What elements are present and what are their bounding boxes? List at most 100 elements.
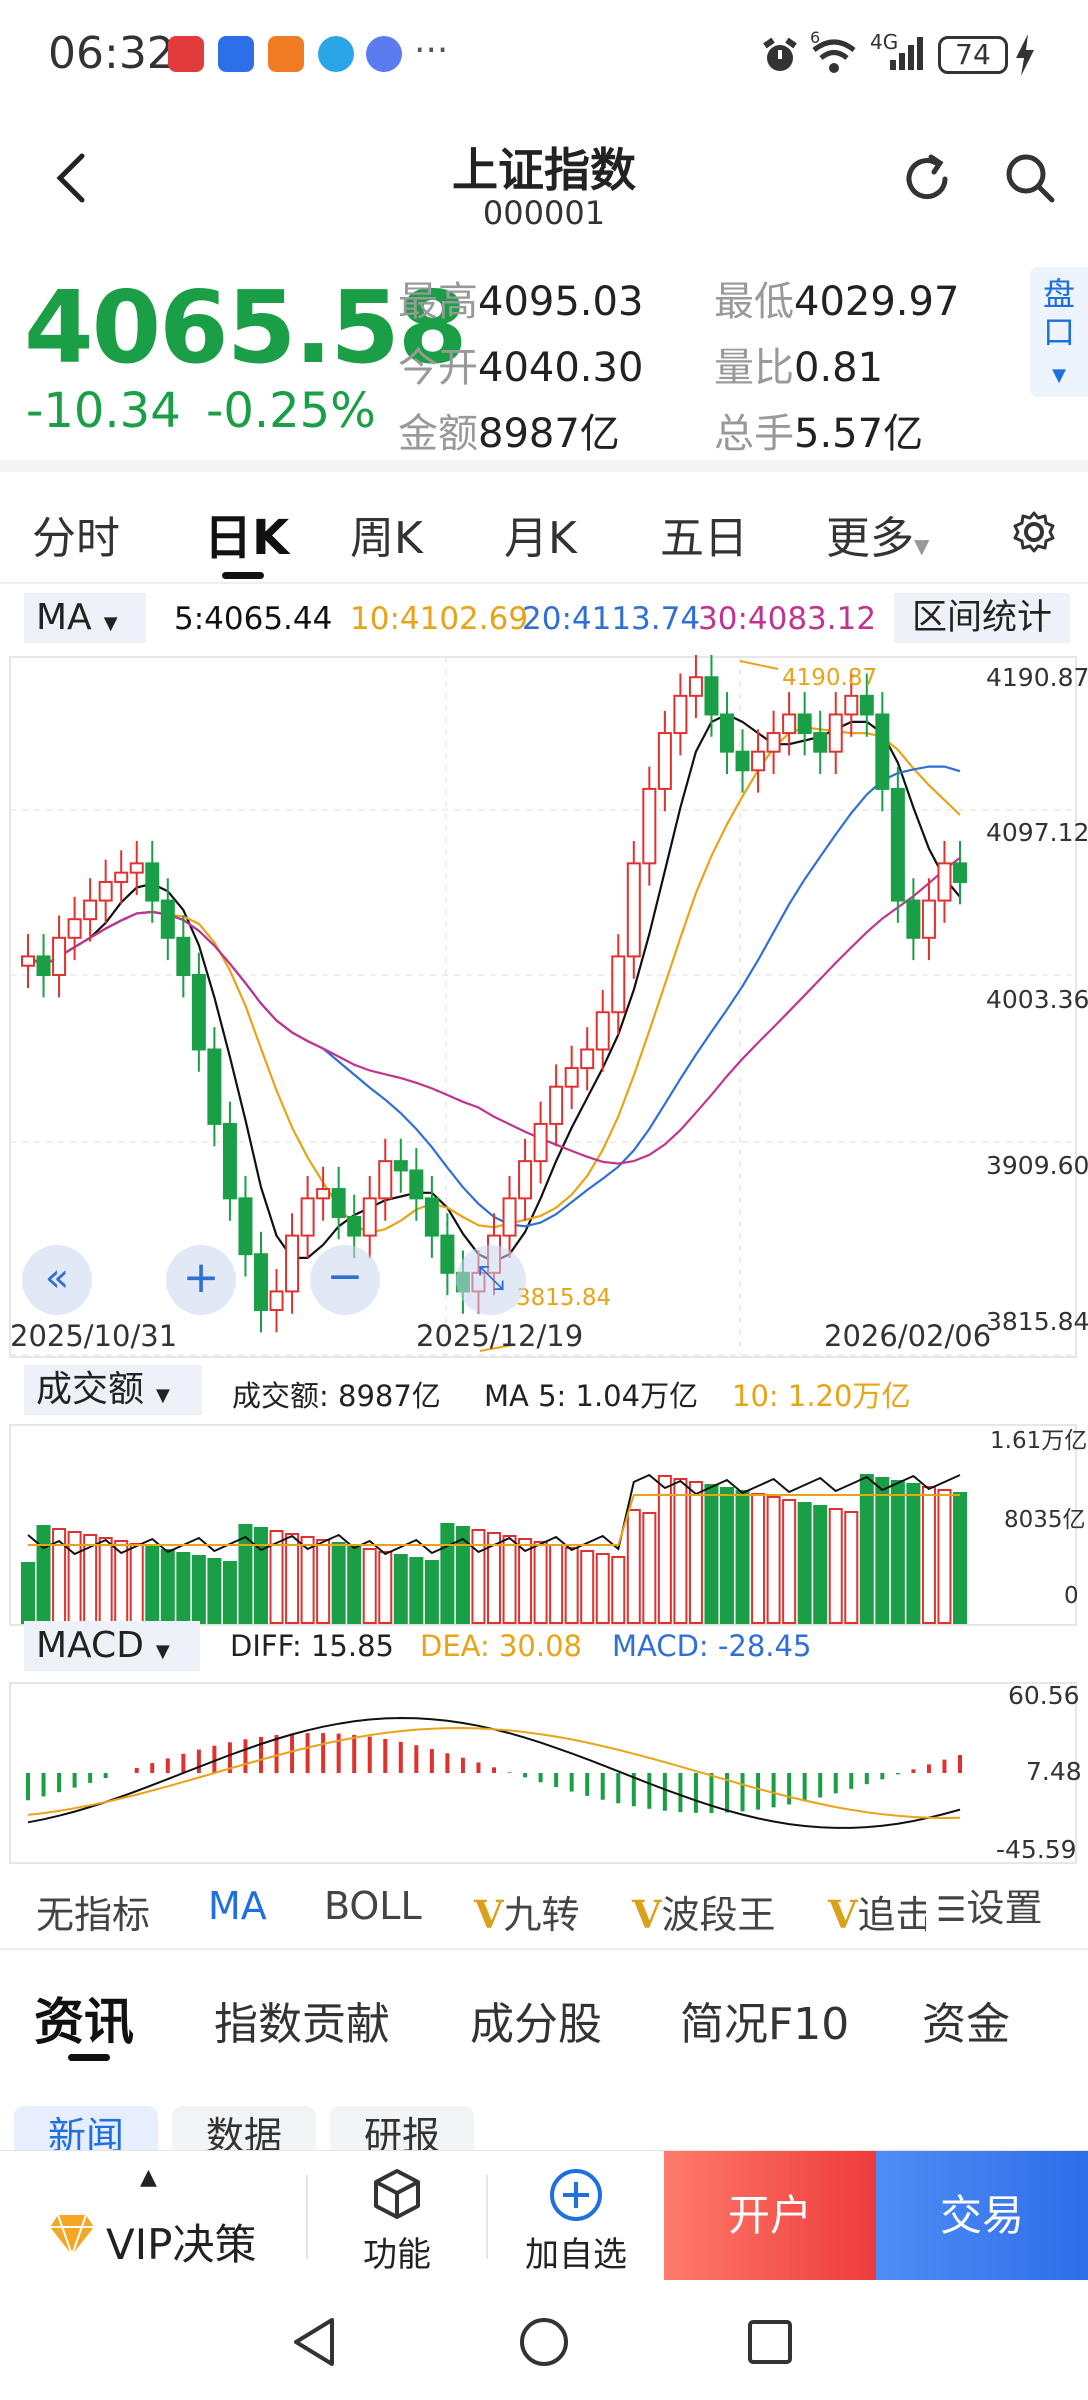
tab-fenshi[interactable]: 分时 — [32, 513, 120, 564]
volume-bar — [828, 1508, 843, 1624]
tab-five-day[interactable]: 五日 — [660, 513, 748, 564]
macd-frame — [9, 1682, 1077, 1864]
low-marker-line — [479, 1344, 513, 1352]
expand-button[interactable]: ⤡ — [456, 1245, 526, 1315]
volume-bar — [145, 1546, 160, 1624]
candle-body — [921, 899, 936, 939]
tab-month-k[interactable]: 月K — [504, 513, 577, 564]
candle-body — [285, 1234, 300, 1293]
volume-frame — [9, 1424, 1077, 1626]
volume-bar — [222, 1561, 237, 1624]
add-circle-icon — [550, 2169, 602, 2221]
candle-body — [83, 899, 98, 921]
scroll-left-button[interactable]: « — [22, 1245, 92, 1315]
candle-body — [626, 862, 641, 958]
candle-body — [828, 713, 843, 753]
volume-y-tick: 0 — [1064, 1583, 1079, 1609]
wifi-icon — [812, 39, 856, 73]
high-marker-line — [739, 660, 779, 670]
vip-v-icon: V — [474, 1892, 504, 1937]
volume-bar — [409, 1557, 424, 1624]
chevron-up-icon: ▲ — [140, 2165, 157, 2190]
volume-bar — [642, 1512, 657, 1624]
alarm-icon — [763, 37, 797, 71]
price-change-pct: -0.25% — [206, 383, 376, 439]
tab-more[interactable]: 更多▼ — [826, 513, 930, 564]
candle-body — [782, 713, 797, 735]
indicator-boll[interactable]: BOLL — [324, 1884, 422, 1928]
cube-icon — [374, 2169, 420, 2219]
candle-body — [440, 1234, 455, 1274]
tab-capital[interactable]: 资金 — [922, 1999, 1010, 2050]
interval-stats-button[interactable]: 区间统计 — [894, 593, 1070, 643]
indicator-settings-button[interactable]: ☰设置 — [930, 1876, 1088, 1940]
app-notification-icon — [318, 36, 354, 72]
candle-body — [642, 787, 657, 865]
kline-chart[interactable] — [0, 655, 1088, 1870]
vip-decision-button[interactable]: ▲ VIP决策 — [0, 2151, 306, 2281]
nav-back-icon[interactable] — [290, 2316, 340, 2368]
gear-icon[interactable] — [1012, 510, 1056, 554]
function-button[interactable]: 功能 — [308, 2151, 486, 2281]
candle-body — [580, 1048, 595, 1070]
candle-body — [222, 1122, 237, 1200]
bottom-action-bar: ▲ VIP决策 功能 加自选 开户 交易 — [0, 2150, 1088, 2281]
refresh-icon[interactable] — [898, 150, 956, 208]
volume-bar — [424, 1560, 439, 1624]
candle-body — [844, 694, 859, 716]
candle-body — [688, 676, 703, 697]
indicator-none[interactable]: 无指标 — [36, 1893, 151, 1937]
volume-bar — [735, 1490, 750, 1624]
app-notification-icon — [168, 36, 204, 72]
tab-constituents[interactable]: 成分股 — [470, 1999, 602, 2050]
nav-home-icon[interactable] — [518, 2316, 570, 2368]
volume-ma5: MA 5: 1.04万亿 — [484, 1379, 699, 1413]
candle-body — [859, 694, 874, 716]
ma20-line — [27, 765, 961, 1228]
candle-body — [145, 862, 160, 902]
indicator-zhuiji[interactable]: V追击 — [828, 1892, 926, 1937]
zoom-in-button[interactable]: + — [166, 1245, 236, 1315]
nav-recents-icon[interactable] — [746, 2318, 794, 2366]
candle-body — [269, 1290, 284, 1312]
volume-bar — [797, 1502, 812, 1624]
ma-selector[interactable]: MA ▼ — [24, 593, 146, 643]
low-marker-label: 3815.84 — [516, 1285, 612, 1311]
volume-bar — [611, 1556, 626, 1624]
trade-button[interactable]: 交易 — [876, 2151, 1088, 2281]
volume-bar — [844, 1511, 859, 1624]
info-tabs: 资讯 指数贡献 成分股 简况F10 资金 新闻 数据 研报 — [0, 1960, 1088, 2166]
volume-bar — [751, 1493, 766, 1624]
candle-body — [160, 899, 175, 939]
volume-bar — [269, 1530, 284, 1624]
indicator-boduanwang[interactable]: V波段王 — [632, 1892, 776, 1937]
back-icon[interactable] — [52, 150, 88, 206]
search-icon[interactable] — [1002, 150, 1058, 206]
tab-day-k[interactable]: 日K — [204, 510, 290, 566]
volume-bar — [378, 1551, 393, 1624]
tab-week-k[interactable]: 周K — [350, 513, 423, 564]
open-account-button[interactable]: 开户 — [664, 2151, 876, 2281]
candle-body — [751, 750, 766, 772]
volume-y-tick: 1.61万亿 — [990, 1428, 1088, 1454]
pankou-button[interactable]: 盘口 ▼ — [1030, 267, 1088, 397]
battery-level: 74 — [955, 38, 991, 71]
ma5-line — [27, 713, 961, 1263]
y-tick-label: 4190.87 — [986, 663, 1088, 692]
tab-f10[interactable]: 简况F10 — [680, 1999, 850, 2050]
ma5-value: 5:4065.44 — [174, 601, 333, 637]
stat-open: 今开4040.30 — [398, 345, 644, 391]
macd-selector[interactable]: MACD ▼ — [24, 1621, 200, 1671]
indicator-ma[interactable]: MA — [208, 1884, 267, 1928]
tab-news[interactable]: 资讯 — [34, 1993, 134, 2051]
app-header: 上证指数 000001 — [0, 120, 1088, 240]
volume-amount: 成交额: 8987亿 — [232, 1379, 441, 1413]
candle-body — [766, 732, 781, 753]
tab-index-contribution[interactable]: 指数贡献 — [214, 1999, 390, 2050]
status-bar: 06:32 ··· 6 4G 74 — [0, 0, 1088, 110]
volume-selector[interactable]: 成交额 ▼ — [24, 1365, 202, 1415]
add-watchlist-button[interactable]: 加自选 — [488, 2151, 664, 2281]
candle-body — [67, 918, 82, 939]
indicator-jiuzhuan[interactable]: V九转 — [474, 1892, 580, 1937]
zoom-out-button[interactable]: − — [310, 1245, 380, 1315]
